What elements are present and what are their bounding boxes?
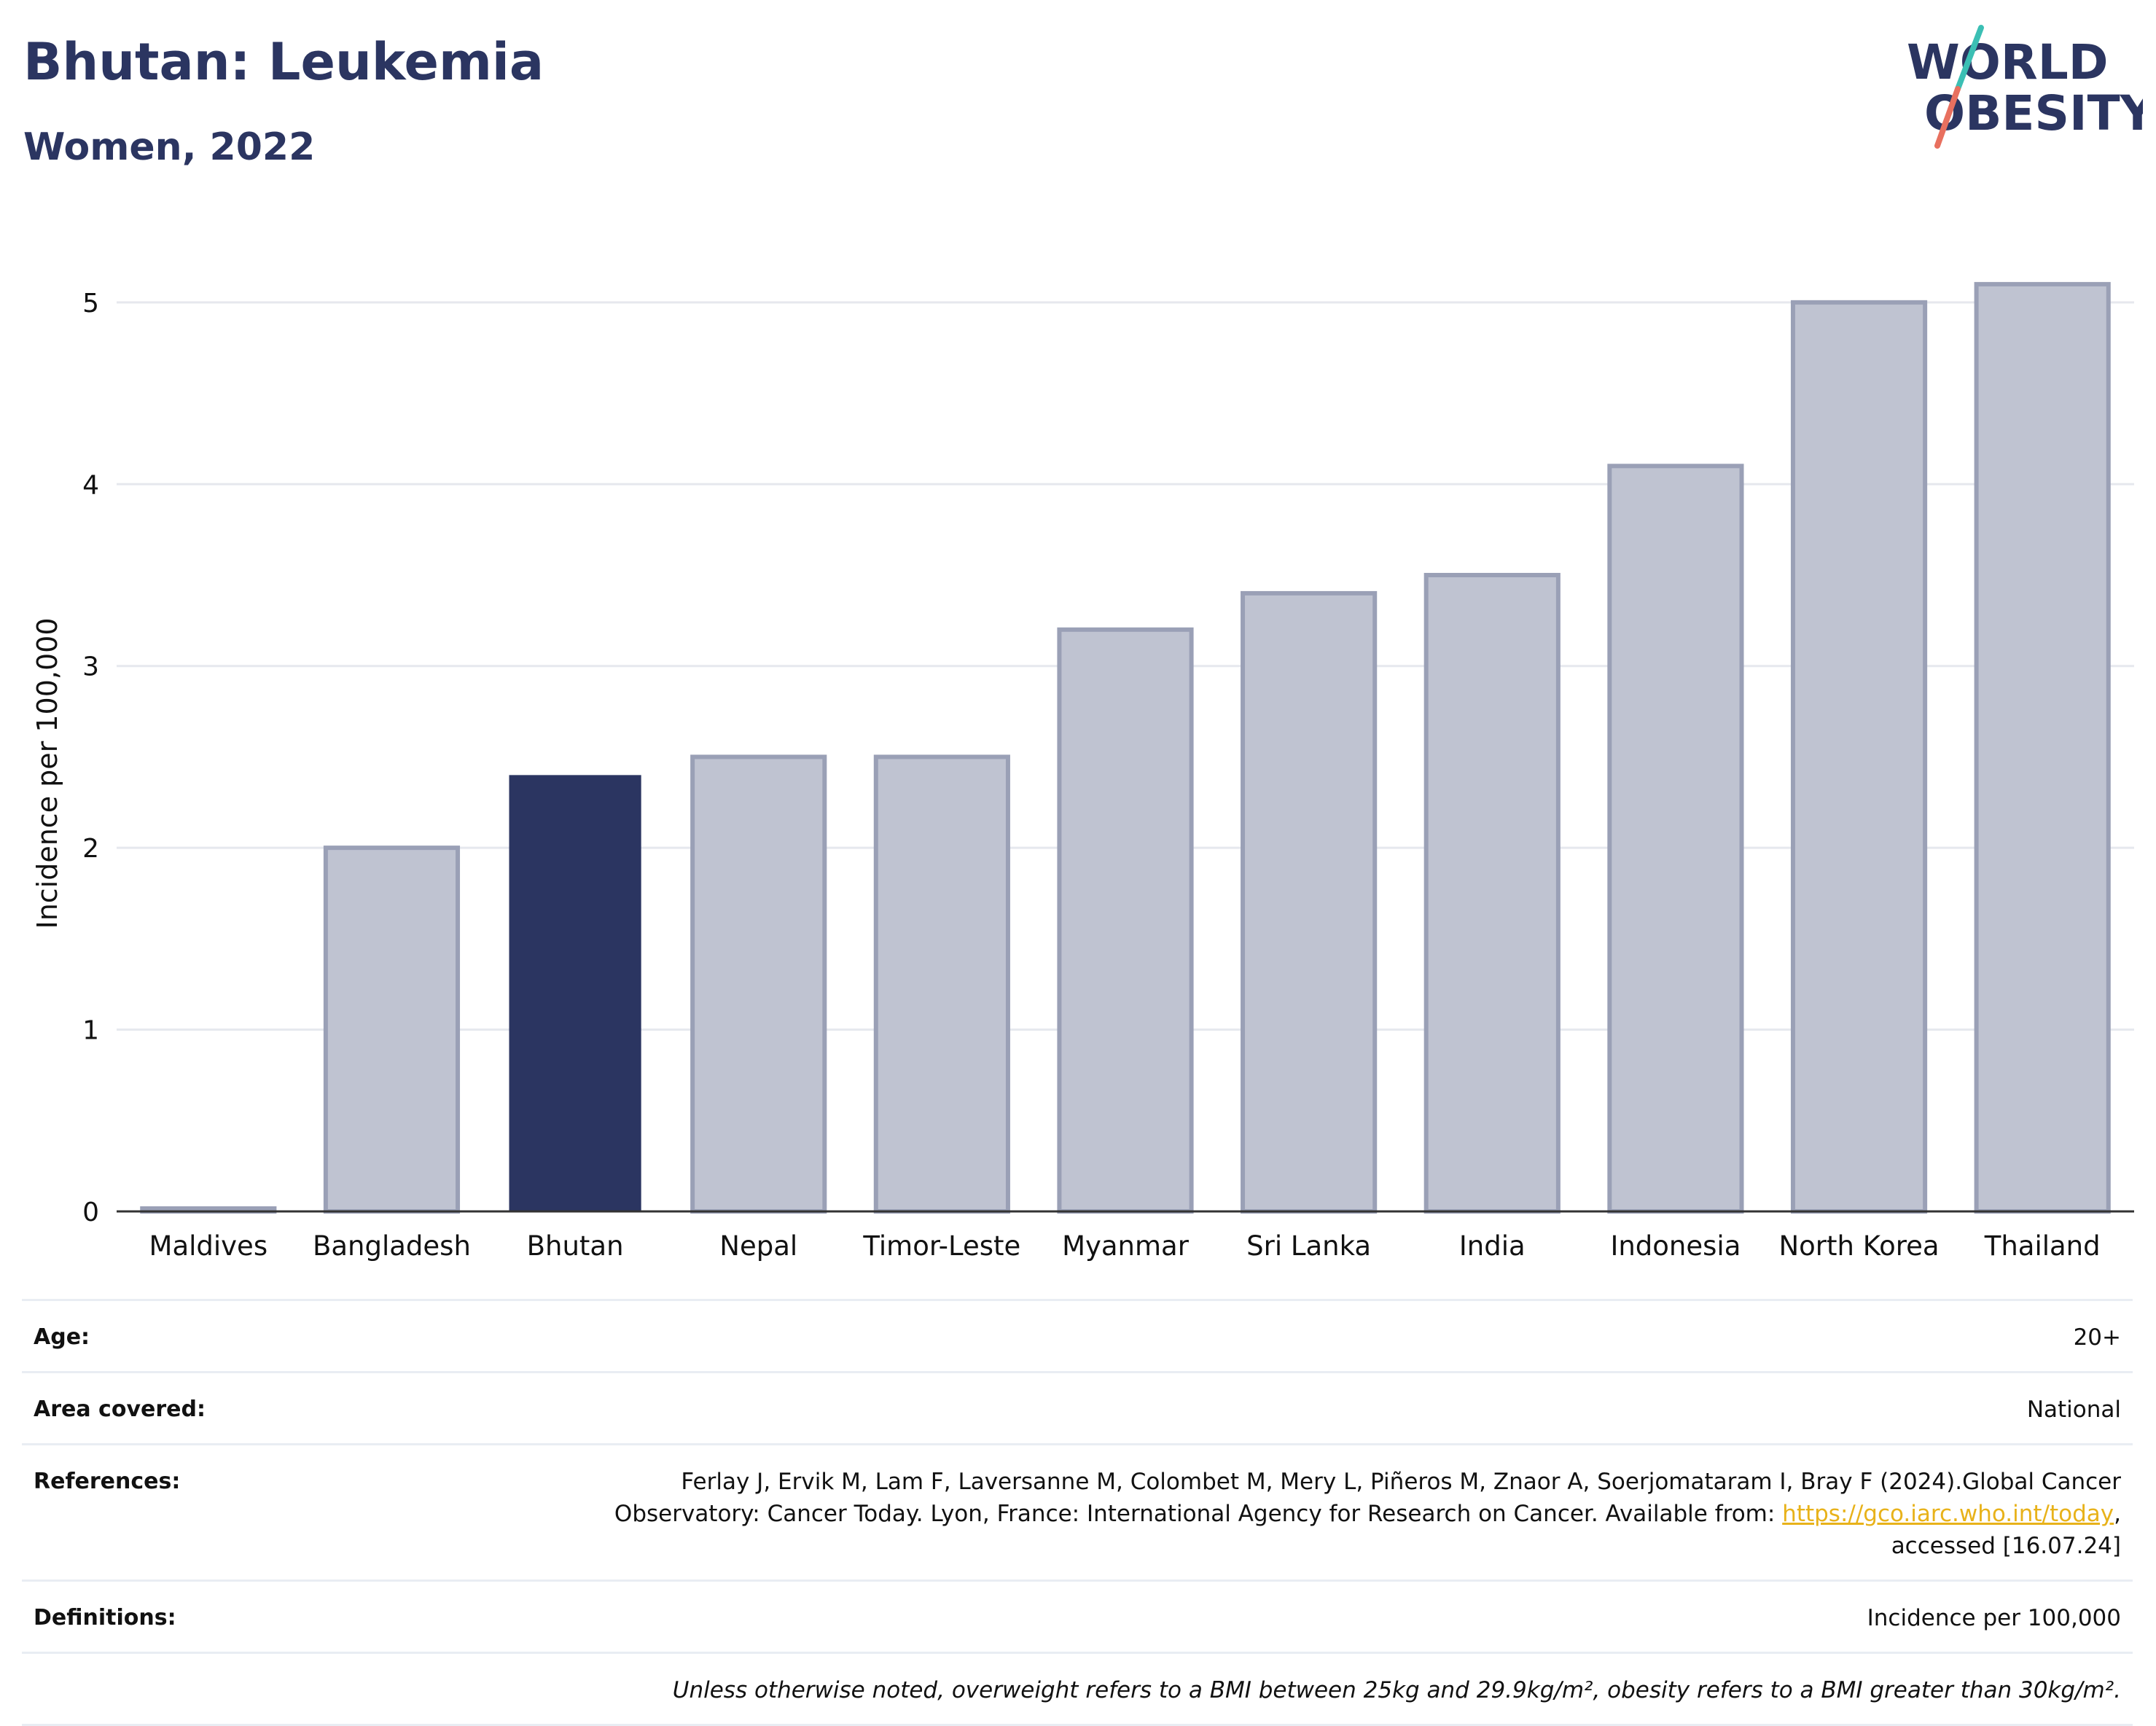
chart-subtitle: Women, 2022 [23,125,316,169]
info-table: Age: 20+ Area covered: National Referenc… [22,1299,2133,1726]
chart-title: Bhutan: Leukemia [23,32,544,92]
age-label: Age: [34,1324,90,1350]
logo-text-obesity: OBESITY [1924,85,2143,141]
y-tick-label: 2 [82,834,99,864]
bar-indonesia [1607,464,1744,1214]
area-label: Area covered: [34,1397,206,1422]
logo-text-world: WORLD [1907,34,2109,90]
logo-slash-teal [1955,25,1984,92]
x-tick-labels: Maldives Bangladesh Bhutan Nepal Timor-Leste… [149,1230,2101,1262]
area-value: National [2026,1397,2121,1423]
definitions-value: Incidence per 100,000 [1867,1605,2121,1631]
references-comma: , [2114,1501,2121,1527]
info-row-references: References: Ferlay J, Ervik M, Lam F, La… [22,1443,2133,1579]
references-line1: Ferlay J, Ervik M, Lam F, Laversanne M, … [681,1469,2121,1495]
bar-north-korea [1790,300,1928,1214]
x-tick-label: Thailand [1984,1230,2101,1262]
bar-india [1423,572,1561,1214]
y-tick-label: 5 [82,289,99,319]
bar-bangladesh [323,846,461,1214]
bar-timor-leste [873,754,1010,1214]
bar-chart: 0 1 2 3 4 5 Maldives Bangladesh Bhutan Nepal Timo… [31,281,2134,1262]
info-row-age: Age: 20+ [22,1299,2133,1371]
bar-sri-lanka [1241,590,1378,1214]
x-tick-label: Maldives [149,1230,268,1262]
y-tick-label: 4 [82,470,99,500]
world-obesity-logo: WORLD OBESITY [1907,25,2143,149]
x-tick-label: India [1459,1230,1526,1262]
references-line2: Observatory: Cancer Today. Lyon, France:… [614,1501,1783,1527]
info-row-note: Unless otherwise noted, overweight refer… [22,1652,2133,1726]
x-tick-label: North Korea [1778,1230,1939,1262]
x-tick-label: Myanmar [1062,1230,1190,1262]
references-label: References: [34,1469,181,1494]
y-tick-label: 3 [82,652,99,682]
references-value: Ferlay J, Ervik M, Lam F, Laversanne M, … [614,1466,2121,1562]
references-link[interactable]: https://gco.iarc.who.int/today [1782,1501,2114,1527]
references-line3: accessed [16.07.24] [1891,1533,2121,1559]
definitions-label: Definitions: [34,1605,176,1631]
y-tick-label: 0 [82,1198,99,1227]
bmi-note: Unless otherwise noted, overweight refer… [672,1677,2121,1703]
age-value: 20+ [2073,1324,2121,1351]
x-tick-label: Bangladesh [313,1230,471,1262]
bar-myanmar [1057,627,1194,1214]
y-tick-label: 1 [82,1016,99,1046]
info-row-area: Area covered: National [22,1371,2133,1443]
logo-slash-red [1934,86,1961,149]
x-tick-label: Nepal [719,1230,797,1262]
x-tick-label: Indonesia [1610,1230,1741,1262]
y-tick-labels: 0 1 2 3 4 5 [82,289,99,1227]
y-axis-label: Incidence per 100,000 [31,617,63,929]
bar-bhutan [509,775,641,1211]
x-tick-label: Timor-Leste [862,1230,1020,1262]
bar-thailand [1974,281,2111,1214]
info-row-definitions: Definitions: Incidence per 100,000 [22,1579,2133,1652]
x-tick-label: Sri Lanka [1246,1230,1371,1262]
bars [140,281,2111,1214]
bar-nepal [690,754,827,1214]
x-tick-label: Bhutan [527,1230,624,1262]
